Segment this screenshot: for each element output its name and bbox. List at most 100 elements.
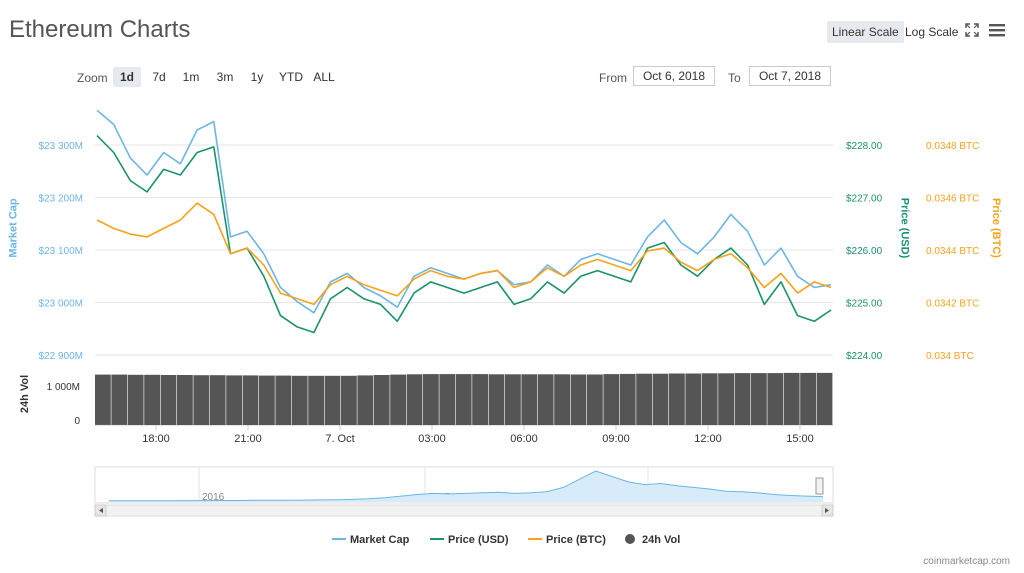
volume-bar — [111, 374, 128, 425]
scroll-right-icon — [825, 508, 829, 513]
volume-bar — [800, 372, 816, 425]
price-usd-tick-label: $226.00 — [846, 246, 883, 257]
volume-bar — [570, 374, 587, 425]
zoom-1m-button[interactable]: 1m — [182, 70, 200, 84]
x-tick-label: 12:00 — [694, 433, 722, 445]
navigator-area — [109, 471, 823, 502]
volume-bar — [701, 373, 718, 425]
source-credit: coinmarketcap.com — [923, 556, 1010, 567]
volume-bar — [521, 374, 538, 425]
x-tick-label: 21:00 — [234, 433, 262, 445]
linear-scale-button[interactable]: Linear Scale — [827, 21, 904, 43]
zoom-1y-button[interactable]: 1y — [250, 70, 264, 84]
price-usd-tick-label: $225.00 — [846, 299, 883, 310]
volume-bar — [291, 375, 308, 425]
market-cap-tick-label: $22 900M — [39, 351, 83, 362]
legend-item[interactable]: Price (USD) — [448, 534, 509, 546]
volume-bar — [242, 375, 259, 425]
legend-item[interactable]: Market Cap — [350, 534, 410, 546]
volume-bar — [373, 375, 390, 425]
volume-bar — [472, 374, 488, 425]
price-btc-line — [96, 202, 832, 306]
volume-bar — [669, 373, 685, 425]
scroll-left-icon — [99, 508, 103, 513]
market-cap-tick-label: $23 200M — [39, 194, 83, 205]
price-btc-tick-label: 0.0348 BTC — [926, 141, 979, 152]
zoom-ytd-button[interactable]: YTD — [279, 70, 303, 84]
price-btc-tick-label: 0.0344 BTC — [926, 246, 979, 257]
x-tick-label: 7. Oct — [325, 433, 354, 445]
fullscreen-icon[interactable] — [964, 22, 980, 43]
market-cap-tick-label: $23 300M — [39, 141, 83, 152]
volume-bar — [259, 375, 275, 425]
to-label: To — [728, 71, 741, 85]
navigator-handle[interactable] — [815, 477, 824, 495]
price-usd-tick-label: $227.00 — [846, 194, 883, 205]
volume-bar — [177, 375, 193, 425]
volume-bar — [488, 374, 505, 425]
volume-bar — [505, 374, 521, 425]
volume-bar — [324, 375, 341, 425]
x-tick-label: 09:00 — [602, 433, 630, 445]
volume-bar — [226, 375, 242, 425]
navigator-line — [109, 470, 824, 502]
x-tick-label: 15:00 — [786, 433, 814, 445]
price-btc-tick-label: 0.034 BTC — [926, 351, 974, 362]
to-date-input[interactable] — [749, 66, 831, 86]
volume-bar — [455, 374, 472, 425]
volume-bar — [767, 373, 784, 425]
market-cap-line — [96, 109, 832, 314]
navigator-scrollbar[interactable] — [94, 504, 834, 517]
from-label: From — [599, 71, 627, 85]
log-scale-button[interactable]: Log Scale — [905, 25, 959, 39]
price-btc-tick-label: 0.0346 BTC — [926, 194, 979, 205]
volume-bar — [95, 374, 111, 425]
volume-bar — [816, 372, 833, 425]
volume-bar — [587, 374, 603, 425]
zoom-7d-button[interactable]: 7d — [152, 70, 166, 84]
volume-bar — [537, 374, 554, 425]
x-tick-label: 18:00 — [142, 433, 170, 445]
navigator-tick-label: 2016 — [202, 492, 225, 503]
volume-bar — [603, 374, 620, 425]
legend-volume-marker — [625, 534, 635, 544]
volume-tick-label: 0 — [74, 416, 80, 427]
price-btc-tick-label: 0.0342 BTC — [926, 299, 979, 310]
menu-icon[interactable] — [988, 22, 1006, 43]
volume-bar — [209, 375, 226, 425]
volume-bar — [144, 374, 160, 425]
volume-bar — [439, 374, 456, 425]
volume-tick-label: 1 000M — [47, 382, 80, 393]
volume-bar — [734, 373, 751, 425]
market-cap-tick-label: $23 000M — [39, 299, 83, 310]
from-date-input[interactable] — [633, 66, 715, 86]
volume-bar — [341, 375, 357, 425]
price-usd-tick-label: $224.00 — [846, 351, 883, 362]
volume-bar — [751, 373, 767, 425]
volume-bar — [390, 374, 406, 425]
volume-bar — [357, 375, 374, 425]
volume-bar — [783, 372, 800, 425]
volume-bar — [636, 373, 652, 425]
volume-bar — [554, 374, 570, 425]
volume-bar — [423, 374, 439, 425]
volume-bar — [160, 375, 177, 425]
volume-bar — [127, 374, 144, 425]
volume-bar — [718, 373, 734, 425]
volume-bar — [275, 375, 292, 425]
market-cap-tick-label: $23 100M — [39, 246, 83, 257]
volume-bar — [406, 374, 423, 425]
zoom-all-button[interactable]: ALL — [313, 70, 335, 84]
zoom-1d-button[interactable]: 1d — [113, 67, 141, 87]
volume-bar — [685, 373, 702, 425]
legend-item[interactable]: Price (BTC) — [546, 534, 606, 546]
x-tick-label: 03:00 — [418, 433, 446, 445]
page-title: Ethereum Charts — [9, 16, 191, 43]
volume-bar — [619, 373, 636, 425]
volume-bar — [193, 375, 210, 425]
zoom-3m-button[interactable]: 3m — [216, 70, 234, 84]
legend-item[interactable]: 24h Vol — [642, 534, 680, 546]
volume-bar — [308, 375, 324, 425]
price-usd-tick-label: $228.00 — [846, 141, 883, 152]
